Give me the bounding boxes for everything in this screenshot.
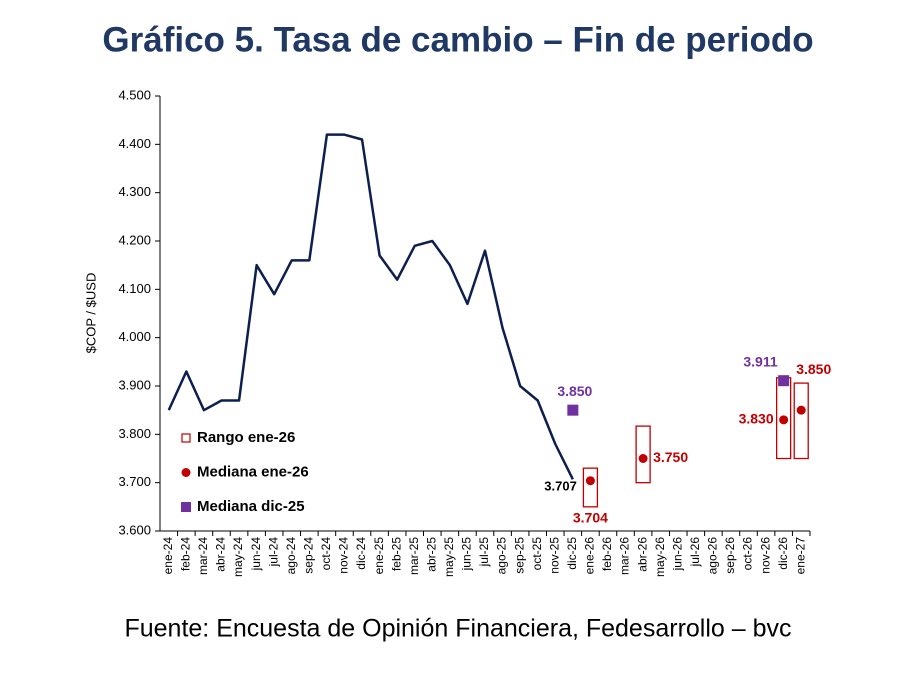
x-tick-label: nov-26: [758, 537, 772, 574]
x-tick-label: jul-26: [688, 537, 702, 568]
range-box: [635, 425, 651, 484]
x-tick-label: may-26: [653, 537, 667, 577]
y-tick-label: 4.300: [118, 184, 151, 199]
x-tick-label: abr-24: [214, 537, 228, 572]
x-tick-label: jun-25: [460, 537, 474, 572]
legend-marker: [181, 502, 191, 512]
x-tick-label: oct-26: [741, 537, 755, 571]
y-axis-label: $COP / $USD: [83, 273, 98, 354]
x-tick-label: nov-25: [547, 537, 561, 574]
legend-label: Mediana ene-26: [197, 463, 309, 480]
x-tick-label: jun-26: [670, 537, 684, 572]
x-tick-label: may-24: [231, 537, 245, 577]
value-label: 3.850: [557, 383, 592, 399]
x-tick-label: dic-24: [354, 537, 368, 570]
x-tick-label: sep-25: [512, 537, 526, 574]
value-label: 3.830: [739, 411, 774, 427]
y-tick-label: 3.600: [118, 522, 151, 537]
x-tick-label: mar-24: [196, 537, 210, 575]
x-tick-label: abr-26: [635, 537, 649, 572]
y-tick-label: 4.400: [118, 136, 151, 151]
x-tick-label: oct-25: [530, 537, 544, 571]
x-tick-label: ago-24: [284, 537, 298, 575]
value-label: 3.850: [796, 361, 831, 377]
x-tick-label: ene-24: [161, 537, 175, 575]
range-box: [582, 467, 599, 508]
median-point: [585, 476, 595, 486]
x-tick-label: ene-25: [372, 537, 386, 575]
y-tick-label: 3.700: [118, 474, 151, 489]
y-tick-label: 4.200: [118, 232, 151, 247]
y-tick-label: 3.900: [118, 377, 151, 392]
y-tick-label: 4.000: [118, 329, 151, 344]
x-tick-label: dic-26: [776, 537, 790, 570]
x-tick-label: nov-24: [337, 537, 351, 574]
median-point: [796, 405, 806, 415]
range-box: [793, 382, 809, 460]
exchange-rate-line: [167, 133, 574, 480]
legend-marker: [181, 468, 191, 477]
x-tick-label: jul-24: [266, 537, 280, 568]
x-tick-label: feb-25: [389, 537, 403, 571]
y-tick-label: 4.500: [118, 87, 151, 102]
median-point: [779, 415, 789, 425]
x-tick-label: sep-26: [723, 537, 737, 574]
value-label: 3.750: [653, 449, 688, 465]
y-tick-label: 4.100: [118, 281, 151, 296]
x-tick-label: feb-26: [600, 537, 614, 571]
x-tick-label: may-25: [442, 537, 456, 577]
x-tick-label: ene-26: [583, 537, 597, 575]
median-point: [638, 454, 648, 463]
x-tick-label: ene-27: [793, 537, 807, 575]
legend-label: Rango ene-26: [197, 429, 295, 446]
x-tick-label: jul-25: [477, 537, 491, 568]
legend-marker: [181, 433, 191, 443]
source: Fuente: Encuesta de Opinión Financiera, …: [124, 615, 791, 643]
x-tick-label: mar-25: [407, 537, 421, 575]
legend-label: Mediana dic-25: [197, 498, 305, 515]
value-label: 3.911: [743, 353, 777, 369]
x-tick-label: sep-24: [301, 537, 315, 574]
x-tick-label: ago-25: [495, 537, 509, 575]
x-tick-label: feb-24: [179, 537, 193, 571]
median-point: [778, 375, 790, 387]
x-tick-label: ago-26: [706, 537, 720, 575]
x-tick-label: oct-24: [319, 537, 333, 571]
value-label: 3.707: [544, 479, 577, 494]
x-tick-label: mar-26: [618, 537, 632, 575]
value-label: 3.704: [573, 509, 608, 525]
chart-title: Gráfico 5. Tasa de cambio – Fin de perio…: [102, 20, 813, 59]
median-point: [567, 404, 579, 416]
x-tick-label: abr-25: [424, 537, 438, 572]
y-tick-label: 3.800: [118, 426, 151, 441]
x-tick-label: jun-24: [249, 537, 263, 572]
x-tick-label: dic-25: [565, 537, 579, 570]
